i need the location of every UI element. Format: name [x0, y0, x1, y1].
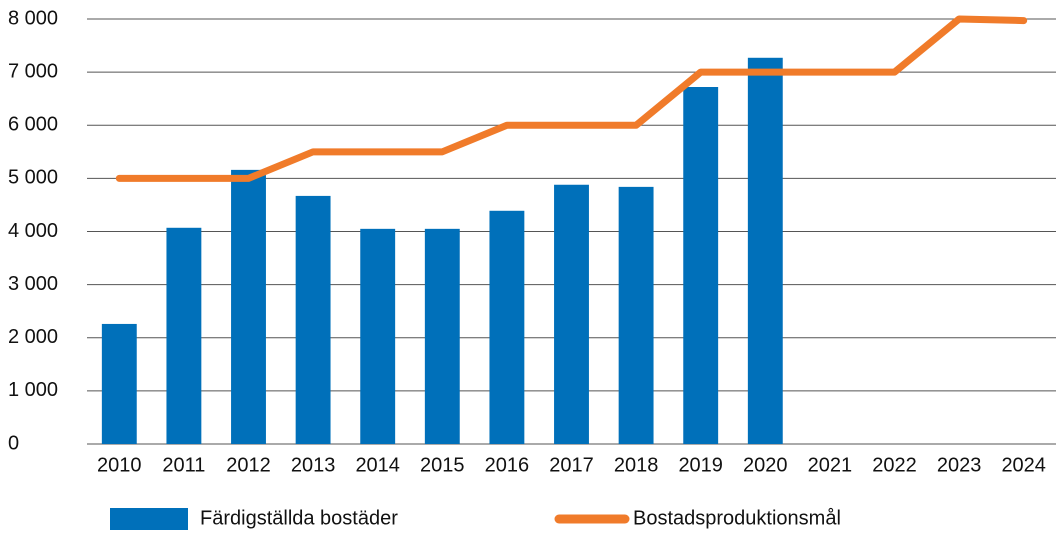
x-tick-label: 2021: [808, 454, 853, 476]
bar: [424, 228, 460, 444]
bar: [554, 184, 589, 444]
bar: [489, 210, 525, 444]
bar: [295, 195, 331, 444]
x-tick-label: 2019: [678, 454, 723, 476]
bar: [360, 228, 396, 444]
y-tick-label: 7 000: [8, 60, 58, 82]
y-tick-label: 3 000: [8, 273, 58, 295]
x-tick-label: 2017: [549, 454, 594, 476]
bar: [231, 169, 266, 444]
y-tick-label: 4 000: [8, 220, 58, 242]
y-tick-label: 6 000: [8, 114, 58, 136]
bar: [618, 186, 654, 444]
x-tick-label: 2016: [485, 454, 530, 476]
legend-label: Bostadsproduktionsmål: [633, 507, 841, 529]
y-tick-label: 0: [8, 432, 19, 454]
y-tick-label: 1 000: [8, 379, 58, 401]
y-tick-label: 5 000: [8, 167, 58, 189]
x-tick-label: 2024: [1001, 454, 1046, 476]
y-tick-label: 8 000: [8, 7, 58, 29]
x-tick-label: 2011: [162, 454, 205, 476]
bar: [747, 57, 783, 444]
x-tick-label: 2014: [355, 454, 400, 476]
x-tick-label: 2020: [743, 454, 788, 476]
bar: [166, 227, 202, 444]
x-tick-label: 2015: [420, 454, 465, 476]
x-tick-label: 2013: [291, 454, 336, 476]
x-tick-label: 2010: [97, 454, 142, 476]
legend-swatch: [110, 508, 188, 530]
y-tick-label: 2 000: [8, 326, 58, 348]
legend-label: Färdigställda bostäder: [200, 507, 398, 529]
x-tick-label: 2018: [614, 454, 659, 476]
line: [115, 15, 1028, 182]
x-tick-label: 2023: [937, 454, 982, 476]
x-tick-label: 2012: [226, 454, 271, 476]
bar: [101, 323, 137, 444]
x-tick-label: 2022: [872, 454, 917, 476]
bar: [683, 87, 719, 444]
